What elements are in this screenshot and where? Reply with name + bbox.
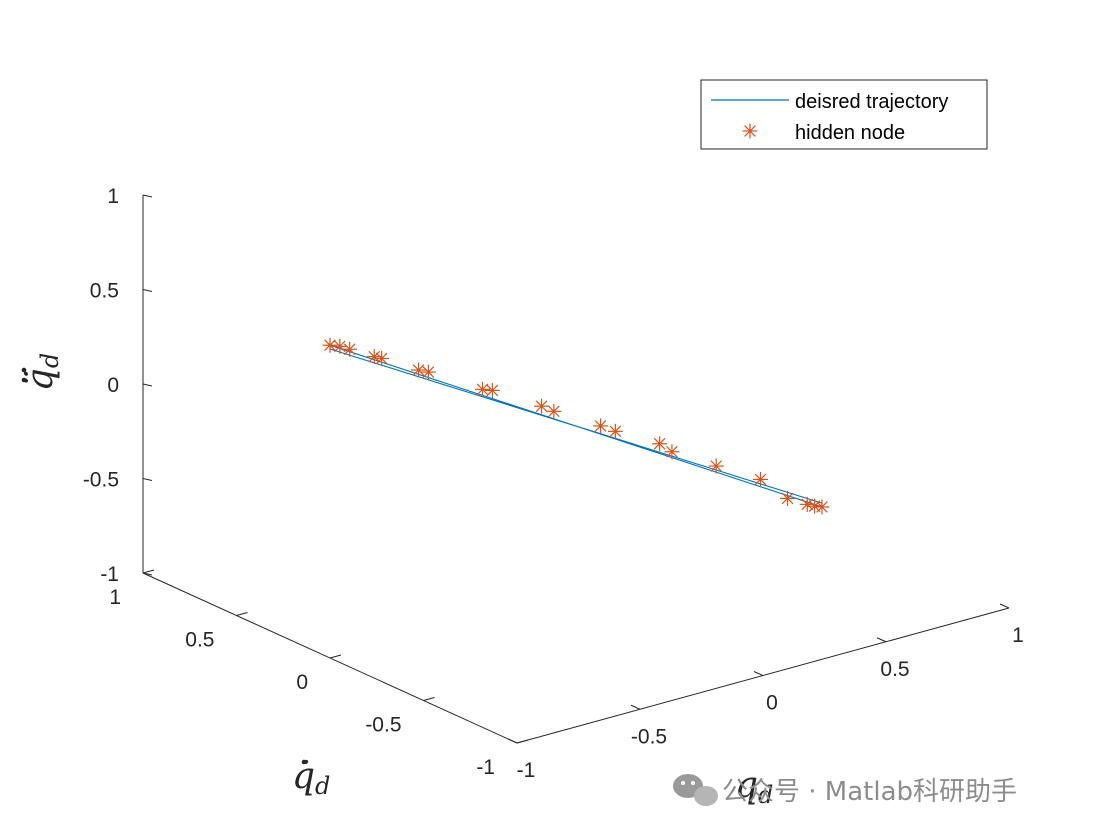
- x-tick-label: -0.5: [631, 725, 667, 748]
- z-tick-label: -0.5: [83, 469, 119, 492]
- hidden-node-point: [807, 498, 823, 514]
- y-tick-mark: [423, 697, 435, 701]
- z-tick-mark: [142, 289, 153, 292]
- y-tick-mark: [142, 569, 155, 574]
- x-tick-label: -1: [517, 759, 536, 782]
- x-tick-label: 1: [1012, 624, 1024, 647]
- legend-box: [700, 79, 988, 150]
- z-tick-label: 0: [107, 374, 119, 397]
- hidden-node-point: [332, 338, 348, 354]
- y-axis-label: q̇d: [292, 756, 330, 800]
- watermark: 公众号 · Matlab科研助手: [673, 774, 1017, 807]
- y-tick-label: -0.5: [365, 714, 401, 737]
- x-tick-mark: [999, 603, 1010, 609]
- z-tick-label: 1: [107, 185, 119, 208]
- hidden-node-point: [607, 423, 623, 439]
- x-tick-mark: [630, 704, 641, 710]
- hidden-node-point: [374, 350, 390, 366]
- hidden-node-point: [534, 398, 550, 414]
- hidden-node-point: [484, 382, 500, 398]
- y-label-dot: [301, 759, 307, 765]
- x-tick-mark: [753, 671, 764, 676]
- hidden-node-point: [753, 471, 768, 487]
- legend: deisred trajectory hidden node: [700, 79, 988, 150]
- hidden-node-point: [664, 444, 680, 460]
- x-tick-mark: [507, 738, 518, 744]
- legend-entry-desired-trajectory: deisred trajectory: [795, 91, 948, 113]
- y-tick-label: 1: [109, 586, 121, 609]
- z-label-dot: [21, 367, 27, 373]
- hidden-node-point: [420, 364, 436, 380]
- y-tick-label: -1: [476, 756, 495, 779]
- hidden-node-point: [708, 458, 724, 474]
- z-tick-mark: [142, 478, 153, 481]
- z-tick-mark: [142, 572, 153, 576]
- hidden-node-point: [322, 337, 338, 353]
- tick-labels: -1-0.500.51-1-0.500.51-1-0.500.51: [83, 185, 1024, 782]
- wechat-icon: [673, 774, 718, 806]
- z-tick-label: 0.5: [90, 280, 119, 303]
- hidden-node-point: [652, 436, 668, 452]
- z-axis-label-text: q̈d: [20, 353, 64, 391]
- hidden-node-point: [411, 362, 427, 378]
- x-tick-label: 0.5: [880, 658, 909, 681]
- x-tick-label: 0: [766, 692, 778, 715]
- y-tick-mark: [516, 739, 529, 744]
- z-tick-mark: [142, 194, 153, 198]
- x-tick-mark: [876, 637, 887, 643]
- legend-entry-hidden-node: hidden node: [795, 122, 905, 144]
- z-label-dot: [21, 377, 27, 383]
- hidden-node-point: [342, 341, 358, 357]
- hidden-node-point: [546, 403, 562, 419]
- z-tick-mark: [142, 383, 153, 387]
- hidden-node-point: [780, 490, 796, 506]
- hidden-node-point: [475, 381, 491, 397]
- y-tick-mark: [329, 654, 342, 659]
- y-tick-mark: [236, 612, 248, 616]
- y-tick-label: 0.5: [185, 629, 214, 652]
- watermark-text: 公众号 · Matlab科研助手: [722, 777, 1017, 807]
- hidden-node-point: [593, 418, 609, 434]
- y-tick-label: 0: [296, 671, 308, 694]
- tick-marks: [142, 194, 1010, 744]
- z-axis-label: q̈d: [20, 353, 64, 391]
- z-tick-label: -1: [100, 563, 119, 586]
- hidden-node-point: [814, 499, 830, 515]
- legend-asterisk-swatch: [742, 123, 758, 139]
- plot-area: [322, 337, 830, 515]
- x-axis-label: qd: [735, 765, 773, 809]
- legend-asterisk-marker: [742, 123, 758, 139]
